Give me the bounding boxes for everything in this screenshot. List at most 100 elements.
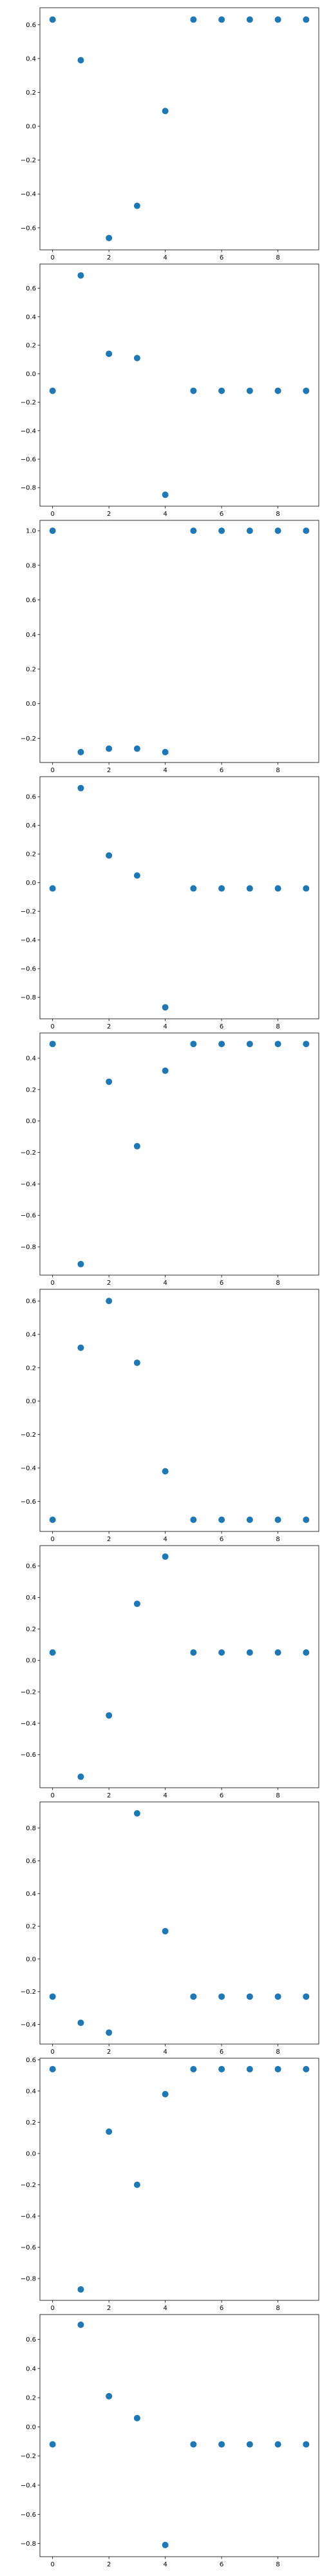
- y-tick-label: 0.2: [26, 2395, 36, 2402]
- y-tick-label: −0.8: [21, 485, 36, 492]
- scatter-point: [49, 2441, 56, 2448]
- y-tick-label: −0.6: [21, 457, 36, 464]
- y-tick-label: 0.6: [26, 597, 36, 604]
- scatter-point: [77, 748, 84, 755]
- y-tick-label: 0.6: [26, 1298, 36, 1305]
- x-tick-label: 2: [107, 2305, 111, 2312]
- x-tick-label: 2: [107, 1280, 111, 1287]
- scatter-point: [106, 2392, 113, 2400]
- scatter-point: [218, 1649, 225, 1656]
- scatter-point: [133, 202, 140, 209]
- scatter-point: [274, 2065, 281, 2072]
- y-tick-label: 0.8: [26, 562, 36, 569]
- x-tick-label: 8: [276, 1023, 279, 1030]
- scatter-point: [274, 2441, 281, 2448]
- x-tick-label: 6: [220, 1792, 223, 1799]
- x-tick-label: 4: [163, 511, 167, 518]
- scatter-point: [246, 1649, 253, 1656]
- y-tick-label: 0.2: [26, 1365, 36, 1372]
- x-tick-label: 6: [220, 1280, 223, 1287]
- scatter-point: [218, 16, 225, 23]
- y-tick-label: 0.4: [26, 2088, 36, 2095]
- y-tick-label: 0.2: [26, 666, 36, 673]
- y-tick-label: 0.2: [26, 90, 36, 97]
- x-tick-label: 6: [220, 2049, 223, 2056]
- x-tick-label: 2: [107, 1792, 111, 1799]
- scatter-point: [274, 527, 281, 535]
- y-tick-label: −0.2: [21, 909, 36, 916]
- y-tick-label: 0.2: [26, 1626, 36, 1633]
- y-tick-label: 0.4: [26, 632, 36, 639]
- y-tick-label: −0.6: [21, 1213, 36, 1220]
- x-tick-label: 6: [220, 511, 223, 518]
- scatter-panel-10: 0 2 4 6 8 −0.8 −0.6 −0.4 −0.2 0.0 0.2 0.4 0.6: [21, 2314, 319, 2568]
- y-tick-label: 0.0: [26, 124, 36, 131]
- scatter-point: [133, 2181, 140, 2188]
- axes-frame: [39, 1289, 319, 1532]
- scatter-point: [77, 272, 84, 279]
- scatter-point: [246, 16, 253, 23]
- scatter-point: [133, 354, 140, 361]
- y-tick-label: 0.6: [26, 2057, 36, 2064]
- y-tick-label: −0.8: [21, 994, 36, 1001]
- scatter-panel-4: 0 2 4 6 8 −0.8 −0.6 −0.4 −0.2 0.0 0.2 0.4 0.6: [21, 776, 319, 1030]
- scatter-panel-8: 0 2 4 6 8 −0.4 −0.2 0.0 0.2 0.4 0.6 0.8: [21, 1801, 319, 2056]
- scatter-point: [162, 1004, 169, 1011]
- y-tick-label: 0.0: [26, 2150, 36, 2157]
- y-tick-label: 0.2: [26, 2119, 36, 2126]
- x-tick-label: 0: [50, 2305, 54, 2312]
- scatter-point: [274, 885, 281, 892]
- scatter-point: [274, 16, 281, 23]
- y-tick-label: −0.2: [21, 2182, 36, 2189]
- scatter-point: [133, 1600, 140, 1607]
- x-tick-label: 8: [276, 254, 279, 261]
- scatter-point: [49, 1649, 56, 1656]
- axes-frame: [39, 776, 319, 1019]
- y-tick-label: 0.4: [26, 822, 36, 829]
- y-tick-label: −0.4: [21, 1181, 36, 1188]
- scatter-point: [106, 1298, 113, 1305]
- scatter-point: [49, 16, 56, 23]
- scatter-point: [246, 527, 253, 535]
- scatter-point: [133, 745, 140, 752]
- scatter-point: [49, 2065, 56, 2072]
- axes-frame: [39, 2314, 319, 2557]
- y-tick-label: −0.2: [21, 1432, 36, 1439]
- scatter-point: [190, 16, 197, 23]
- x-tick-label: 4: [163, 1280, 167, 1287]
- scatter-point: [218, 1041, 225, 1048]
- scatter-panel-5: 0 2 4 6 8 −0.8 −0.6 −0.4 −0.2 0.0 0.2 0.4: [21, 1032, 319, 1287]
- scatter-point: [106, 2128, 113, 2136]
- y-tick-label: 0.4: [26, 55, 36, 62]
- x-tick-label: 2: [107, 254, 111, 261]
- scatter-point: [133, 1359, 140, 1367]
- scatter-point: [162, 1067, 169, 1074]
- y-tick-label: 0.2: [26, 851, 36, 858]
- scatter-point: [77, 2019, 84, 2026]
- x-tick-label: 8: [276, 767, 279, 774]
- scatter-point: [303, 1041, 310, 1048]
- y-tick-label: −0.6: [21, 2244, 36, 2251]
- scatter-point: [77, 57, 84, 64]
- scatter-point: [218, 1993, 225, 2000]
- scatter-point: [303, 2065, 310, 2072]
- scatter-point: [106, 852, 113, 859]
- scatter-point: [77, 2286, 84, 2293]
- x-tick-label: 6: [220, 1536, 223, 1543]
- scatter-point: [106, 350, 113, 357]
- x-tick-label: 2: [107, 511, 111, 518]
- y-tick-label: −0.4: [21, 937, 36, 944]
- scatter-point: [246, 2065, 253, 2072]
- x-tick-label: 4: [163, 2305, 167, 2312]
- scatter-point: [218, 2441, 225, 2448]
- y-tick-label: −0.2: [21, 1689, 36, 1696]
- x-tick-label: 8: [276, 1792, 279, 1799]
- scatter-point: [246, 1516, 253, 1523]
- x-tick-label: 0: [50, 1280, 54, 1287]
- scatter-point: [77, 1773, 84, 1780]
- y-tick-label: 0.2: [26, 1924, 36, 1931]
- scatter-point: [49, 1041, 56, 1048]
- axes-frame: [39, 1801, 319, 2045]
- x-tick-label: 4: [163, 1023, 167, 1030]
